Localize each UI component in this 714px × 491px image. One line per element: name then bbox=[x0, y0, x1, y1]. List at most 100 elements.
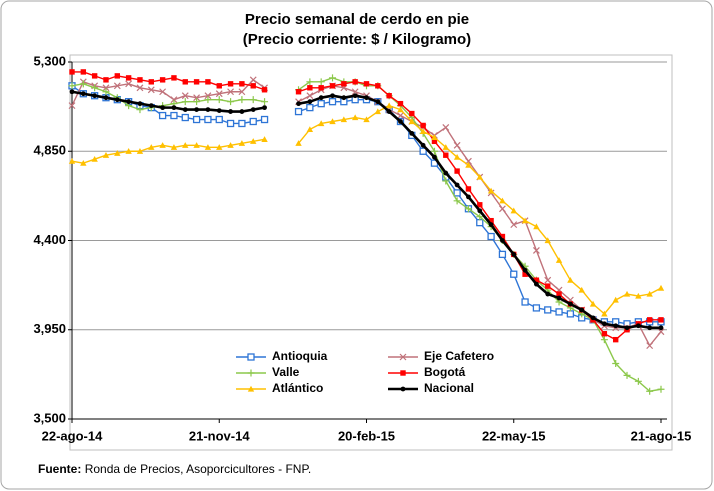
marker bbox=[442, 124, 450, 131]
marker bbox=[522, 267, 528, 273]
marker bbox=[534, 281, 539, 287]
marker bbox=[545, 283, 551, 289]
marker bbox=[160, 105, 166, 111]
marker bbox=[137, 101, 143, 107]
marker bbox=[170, 144, 178, 150]
chart-title: Precio semanal de cerdo en pie bbox=[245, 11, 469, 28]
marker bbox=[238, 140, 246, 146]
marker bbox=[137, 77, 143, 83]
marker bbox=[408, 118, 416, 125]
marker bbox=[204, 144, 212, 150]
marker bbox=[92, 93, 98, 99]
marker bbox=[102, 152, 110, 158]
marker bbox=[91, 84, 99, 92]
marker bbox=[170, 96, 178, 104]
series bbox=[69, 89, 664, 331]
marker bbox=[453, 189, 461, 197]
y-tick-label: 3,950 bbox=[33, 321, 66, 336]
marker bbox=[204, 96, 212, 104]
marker bbox=[351, 88, 359, 96]
marker bbox=[510, 221, 518, 229]
marker bbox=[454, 182, 460, 188]
marker bbox=[601, 321, 607, 327]
legend-label: Bogotá bbox=[424, 365, 466, 379]
legend-label: Nacional bbox=[424, 381, 474, 395]
marker bbox=[317, 120, 325, 127]
marker bbox=[125, 80, 133, 88]
marker bbox=[476, 213, 484, 221]
marker bbox=[69, 89, 75, 95]
marker bbox=[306, 92, 314, 100]
marker bbox=[80, 159, 87, 166]
marker bbox=[555, 308, 563, 316]
marker bbox=[453, 197, 461, 205]
marker bbox=[442, 177, 450, 185]
marker bbox=[181, 92, 189, 100]
marker bbox=[103, 77, 109, 83]
marker bbox=[181, 113, 189, 122]
marker bbox=[600, 336, 608, 344]
marker bbox=[420, 122, 426, 129]
marker bbox=[328, 98, 337, 106]
marker bbox=[194, 107, 199, 112]
marker bbox=[499, 233, 506, 240]
marker bbox=[261, 87, 268, 93]
marker bbox=[136, 84, 144, 92]
marker bbox=[114, 150, 121, 156]
marker bbox=[658, 325, 664, 331]
x-tick-label: 22-may-15 bbox=[482, 428, 546, 443]
legend-label: Antioquia bbox=[272, 349, 328, 363]
marker bbox=[657, 385, 665, 393]
marker bbox=[363, 81, 370, 87]
marker bbox=[91, 73, 98, 79]
marker bbox=[182, 142, 189, 148]
marker bbox=[227, 142, 234, 148]
marker bbox=[647, 325, 653, 331]
marker bbox=[465, 186, 472, 192]
marker bbox=[567, 276, 574, 283]
marker bbox=[646, 290, 653, 297]
marker bbox=[453, 141, 461, 149]
marker bbox=[215, 96, 223, 104]
marker bbox=[227, 98, 235, 106]
marker bbox=[635, 292, 642, 299]
marker bbox=[227, 81, 234, 87]
marker bbox=[170, 111, 178, 120]
marker bbox=[521, 217, 529, 224]
marker bbox=[227, 88, 235, 96]
marker bbox=[193, 94, 201, 102]
marker bbox=[386, 93, 392, 99]
marker bbox=[158, 111, 167, 120]
marker bbox=[385, 102, 393, 109]
marker bbox=[68, 82, 76, 90]
marker bbox=[250, 107, 256, 112]
marker bbox=[205, 79, 211, 85]
marker bbox=[351, 114, 359, 121]
marker bbox=[612, 336, 619, 343]
marker bbox=[250, 83, 256, 89]
series bbox=[68, 102, 665, 317]
marker bbox=[419, 128, 427, 135]
marker bbox=[386, 109, 392, 114]
marker bbox=[375, 99, 381, 105]
marker bbox=[317, 100, 325, 108]
marker bbox=[466, 194, 471, 200]
marker bbox=[306, 78, 314, 86]
marker bbox=[249, 96, 257, 104]
marker bbox=[249, 117, 257, 126]
marker bbox=[533, 277, 540, 283]
marker bbox=[431, 138, 438, 145]
marker bbox=[247, 385, 255, 392]
marker bbox=[148, 144, 155, 150]
marker bbox=[204, 115, 212, 124]
marker bbox=[601, 331, 608, 337]
marker bbox=[443, 152, 449, 158]
marker bbox=[477, 208, 483, 214]
marker bbox=[352, 93, 358, 99]
marker bbox=[216, 83, 222, 89]
marker bbox=[635, 323, 641, 329]
marker bbox=[477, 202, 483, 208]
marker bbox=[623, 290, 631, 297]
